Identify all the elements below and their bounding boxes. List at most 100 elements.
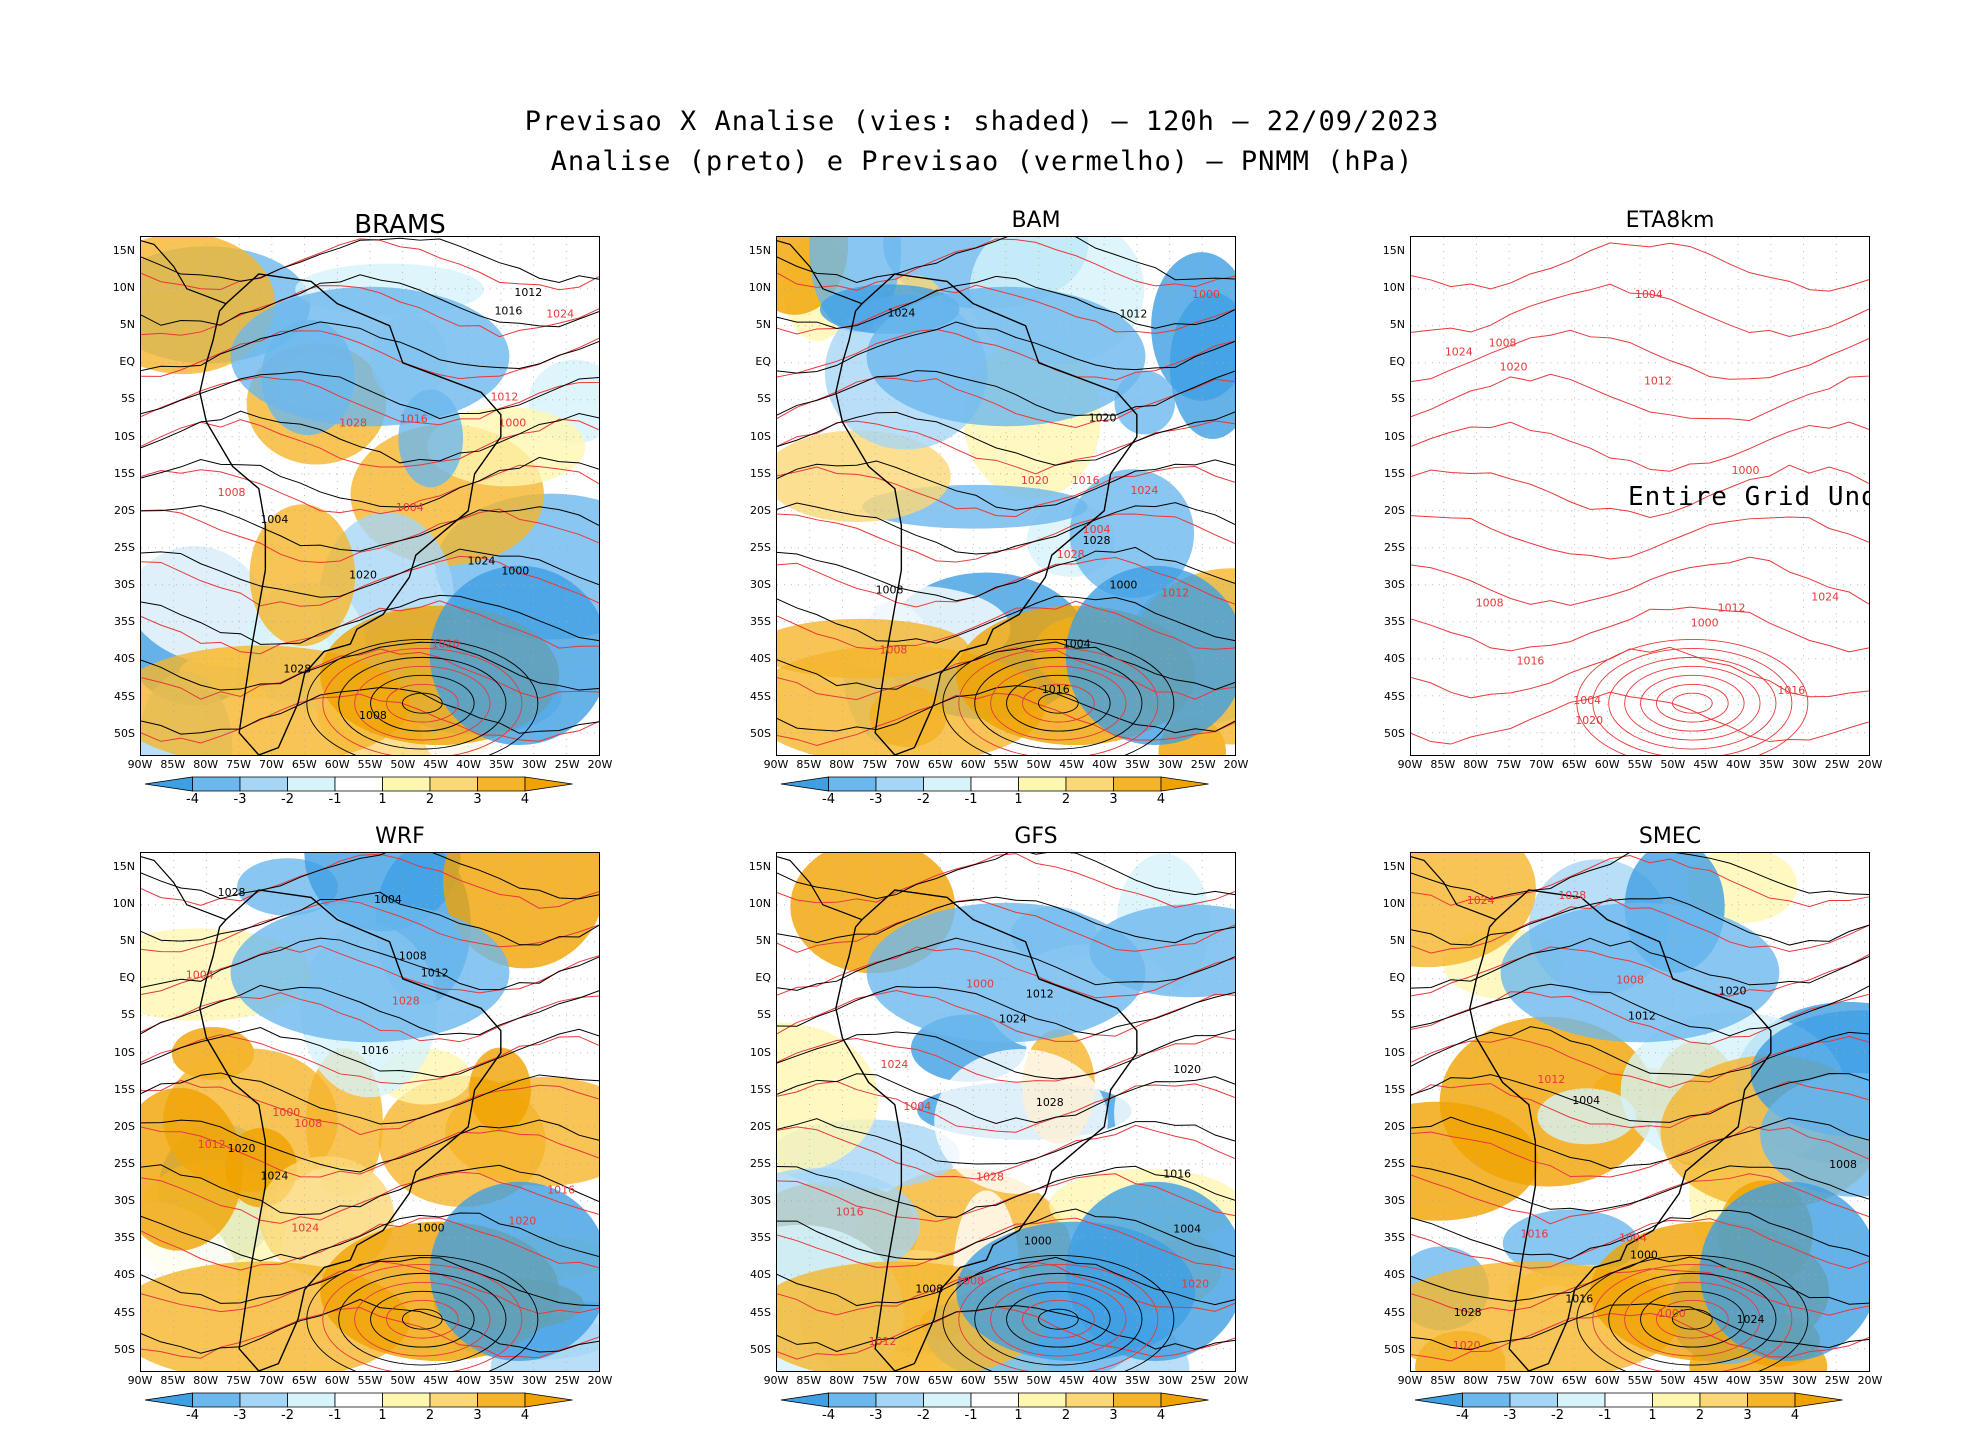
- y-tick-label: 45S: [750, 1305, 771, 1319]
- colorbar-swatch: [1604, 1392, 1653, 1408]
- y-tick-label: 5S: [1391, 1008, 1405, 1022]
- colorbar-label: -1: [328, 792, 342, 807]
- y-tick-label: 10N: [112, 897, 135, 910]
- x-tick-label: 75W: [226, 1374, 251, 1387]
- contour-label: 1016: [547, 1184, 575, 1197]
- contour-label: 1004: [186, 969, 214, 982]
- colorbar-label: 2: [1061, 1408, 1071, 1423]
- y-tick-label: EQ: [119, 971, 135, 985]
- y-tick-label: 40S: [750, 1268, 771, 1282]
- y-tick-label: 35S: [750, 1231, 771, 1245]
- x-tick-label: 90W: [1397, 758, 1423, 771]
- isobar-contour: [141, 648, 599, 700]
- x-tick-label: 35W: [488, 1374, 514, 1387]
- colorbar-swatch: [144, 1392, 193, 1408]
- bias-shading: [1065, 565, 1235, 746]
- panel-smec: SMEC 1012 1012 1008 1008 1016 1016 1020 1020 1024…: [1370, 812, 1964, 1423]
- contour-label: 1008: [1616, 973, 1644, 986]
- colorbar-swatch: [287, 776, 336, 792]
- colorbar-label: 4: [520, 792, 530, 807]
- colorbar-swatch: [875, 776, 924, 792]
- low-pressure-contour: [306, 639, 539, 755]
- contour-label: 1004: [1063, 637, 1091, 650]
- colorbar-label: 1: [378, 1408, 387, 1423]
- x-tick-label: 80W: [193, 1374, 219, 1387]
- y-tick-label: 35S: [750, 615, 771, 629]
- contour-label: 1020: [1181, 1277, 1209, 1290]
- x-tick-label: 80W: [1463, 758, 1489, 771]
- colorbar-swatch: [1113, 1392, 1162, 1408]
- low-pressure-contour: [1576, 1255, 1809, 1371]
- isobar-contour: [141, 641, 599, 691]
- low-pressure-contour: [1640, 1290, 1745, 1348]
- isobar-contour: [141, 274, 599, 328]
- isobar-contour: [141, 600, 599, 655]
- y-tick-label: 35S: [114, 1231, 135, 1245]
- isobar-contour: [1411, 464, 1869, 519]
- low-pressure-contour: [354, 1281, 491, 1357]
- x-tick-label: 70W: [258, 758, 284, 771]
- x-tick-label: 25W: [554, 1374, 580, 1387]
- bias-shading: [141, 1087, 243, 1251]
- contour-label: 1020: [1453, 1339, 1481, 1352]
- contour-label: 1016: [494, 305, 522, 318]
- contour-label: 1000: [1192, 288, 1220, 301]
- contour-label: 1012: [490, 390, 518, 403]
- isobar-contour: [141, 1126, 599, 1178]
- x-tick-label: 85W: [1430, 1374, 1456, 1387]
- colorbar: -4 -3 -2 -1 1 2 3 4: [736, 1392, 1336, 1424]
- contour-label: 1008: [399, 950, 427, 963]
- isobar-contour: [141, 1212, 599, 1262]
- y-tick-label: 40S: [114, 652, 135, 666]
- colorbar-swatch: [828, 1392, 877, 1408]
- y-tick-label: 10S: [750, 1045, 771, 1059]
- colorbar: -4 -3 -2 -1 1 2 3 4: [1370, 1392, 1964, 1424]
- y-tick-label: 10N: [748, 897, 771, 910]
- colorbar-swatch: [1652, 1392, 1701, 1408]
- x-tick-label: 25W: [554, 758, 580, 771]
- bias-shading: [1500, 902, 1780, 1043]
- y-tick-label: 15S: [1384, 1082, 1405, 1096]
- contour-label: 1028: [1036, 1096, 1064, 1109]
- contour-label: 1020: [228, 1142, 256, 1155]
- y-tick-label: 15N: [748, 859, 771, 873]
- south-america-coastline: [1469, 889, 1772, 1371]
- bias-shading: [1537, 1088, 1636, 1145]
- colorbar-label: 3: [1743, 1408, 1752, 1423]
- contour-label: 1016: [1521, 1228, 1549, 1241]
- contour-label: 1020: [432, 637, 460, 650]
- x-tick-label: 85W: [796, 1374, 822, 1387]
- contour-label: 1028: [1454, 1306, 1482, 1319]
- x-tick-label: 70W: [1528, 1374, 1554, 1387]
- contour-label: 1004: [1635, 288, 1663, 301]
- colorbar-swatch: [192, 1392, 241, 1408]
- contour-label: 1004: [374, 893, 402, 906]
- isobar-contour: [777, 600, 1235, 650]
- isobar-contour: [777, 546, 1235, 602]
- contour-label: 1024: [546, 308, 574, 321]
- isobar-contour: [1411, 1165, 1869, 1212]
- low-pressure-contour: [401, 1308, 443, 1330]
- isobar-contour: [777, 284, 1235, 335]
- contour-label: 1016: [1777, 684, 1805, 697]
- colorbar-swatch: [382, 776, 431, 792]
- isobar-contour: [777, 989, 1235, 1042]
- bias-shading: [777, 1022, 879, 1175]
- contour-label: 1000: [1658, 1307, 1686, 1320]
- isobar-contour: [141, 992, 599, 1043]
- panel-title: ETA8km: [1625, 208, 1715, 233]
- central-america-coastline: [777, 856, 863, 921]
- y-tick-label: 50S: [1384, 726, 1405, 740]
- colorbar-label: -3: [869, 1408, 883, 1423]
- isobar-contour: [1411, 897, 1869, 954]
- isobar-contour: [777, 513, 1235, 563]
- map-plot: 1012 1012 1008 1008 1004 1004 1016 1016 1020 1020…: [141, 237, 599, 755]
- x-tick-label: 30W: [521, 1374, 547, 1387]
- isobar-contour: [777, 502, 1235, 555]
- x-tick-label: 90W: [763, 758, 789, 771]
- x-tick-label: 90W: [1397, 1374, 1423, 1387]
- colorbar-label: 1: [1648, 1408, 1657, 1423]
- x-tick-label: 35W: [1124, 758, 1150, 771]
- south-america-coastline: [835, 889, 1138, 1371]
- x-tick-label: 65W: [927, 758, 953, 771]
